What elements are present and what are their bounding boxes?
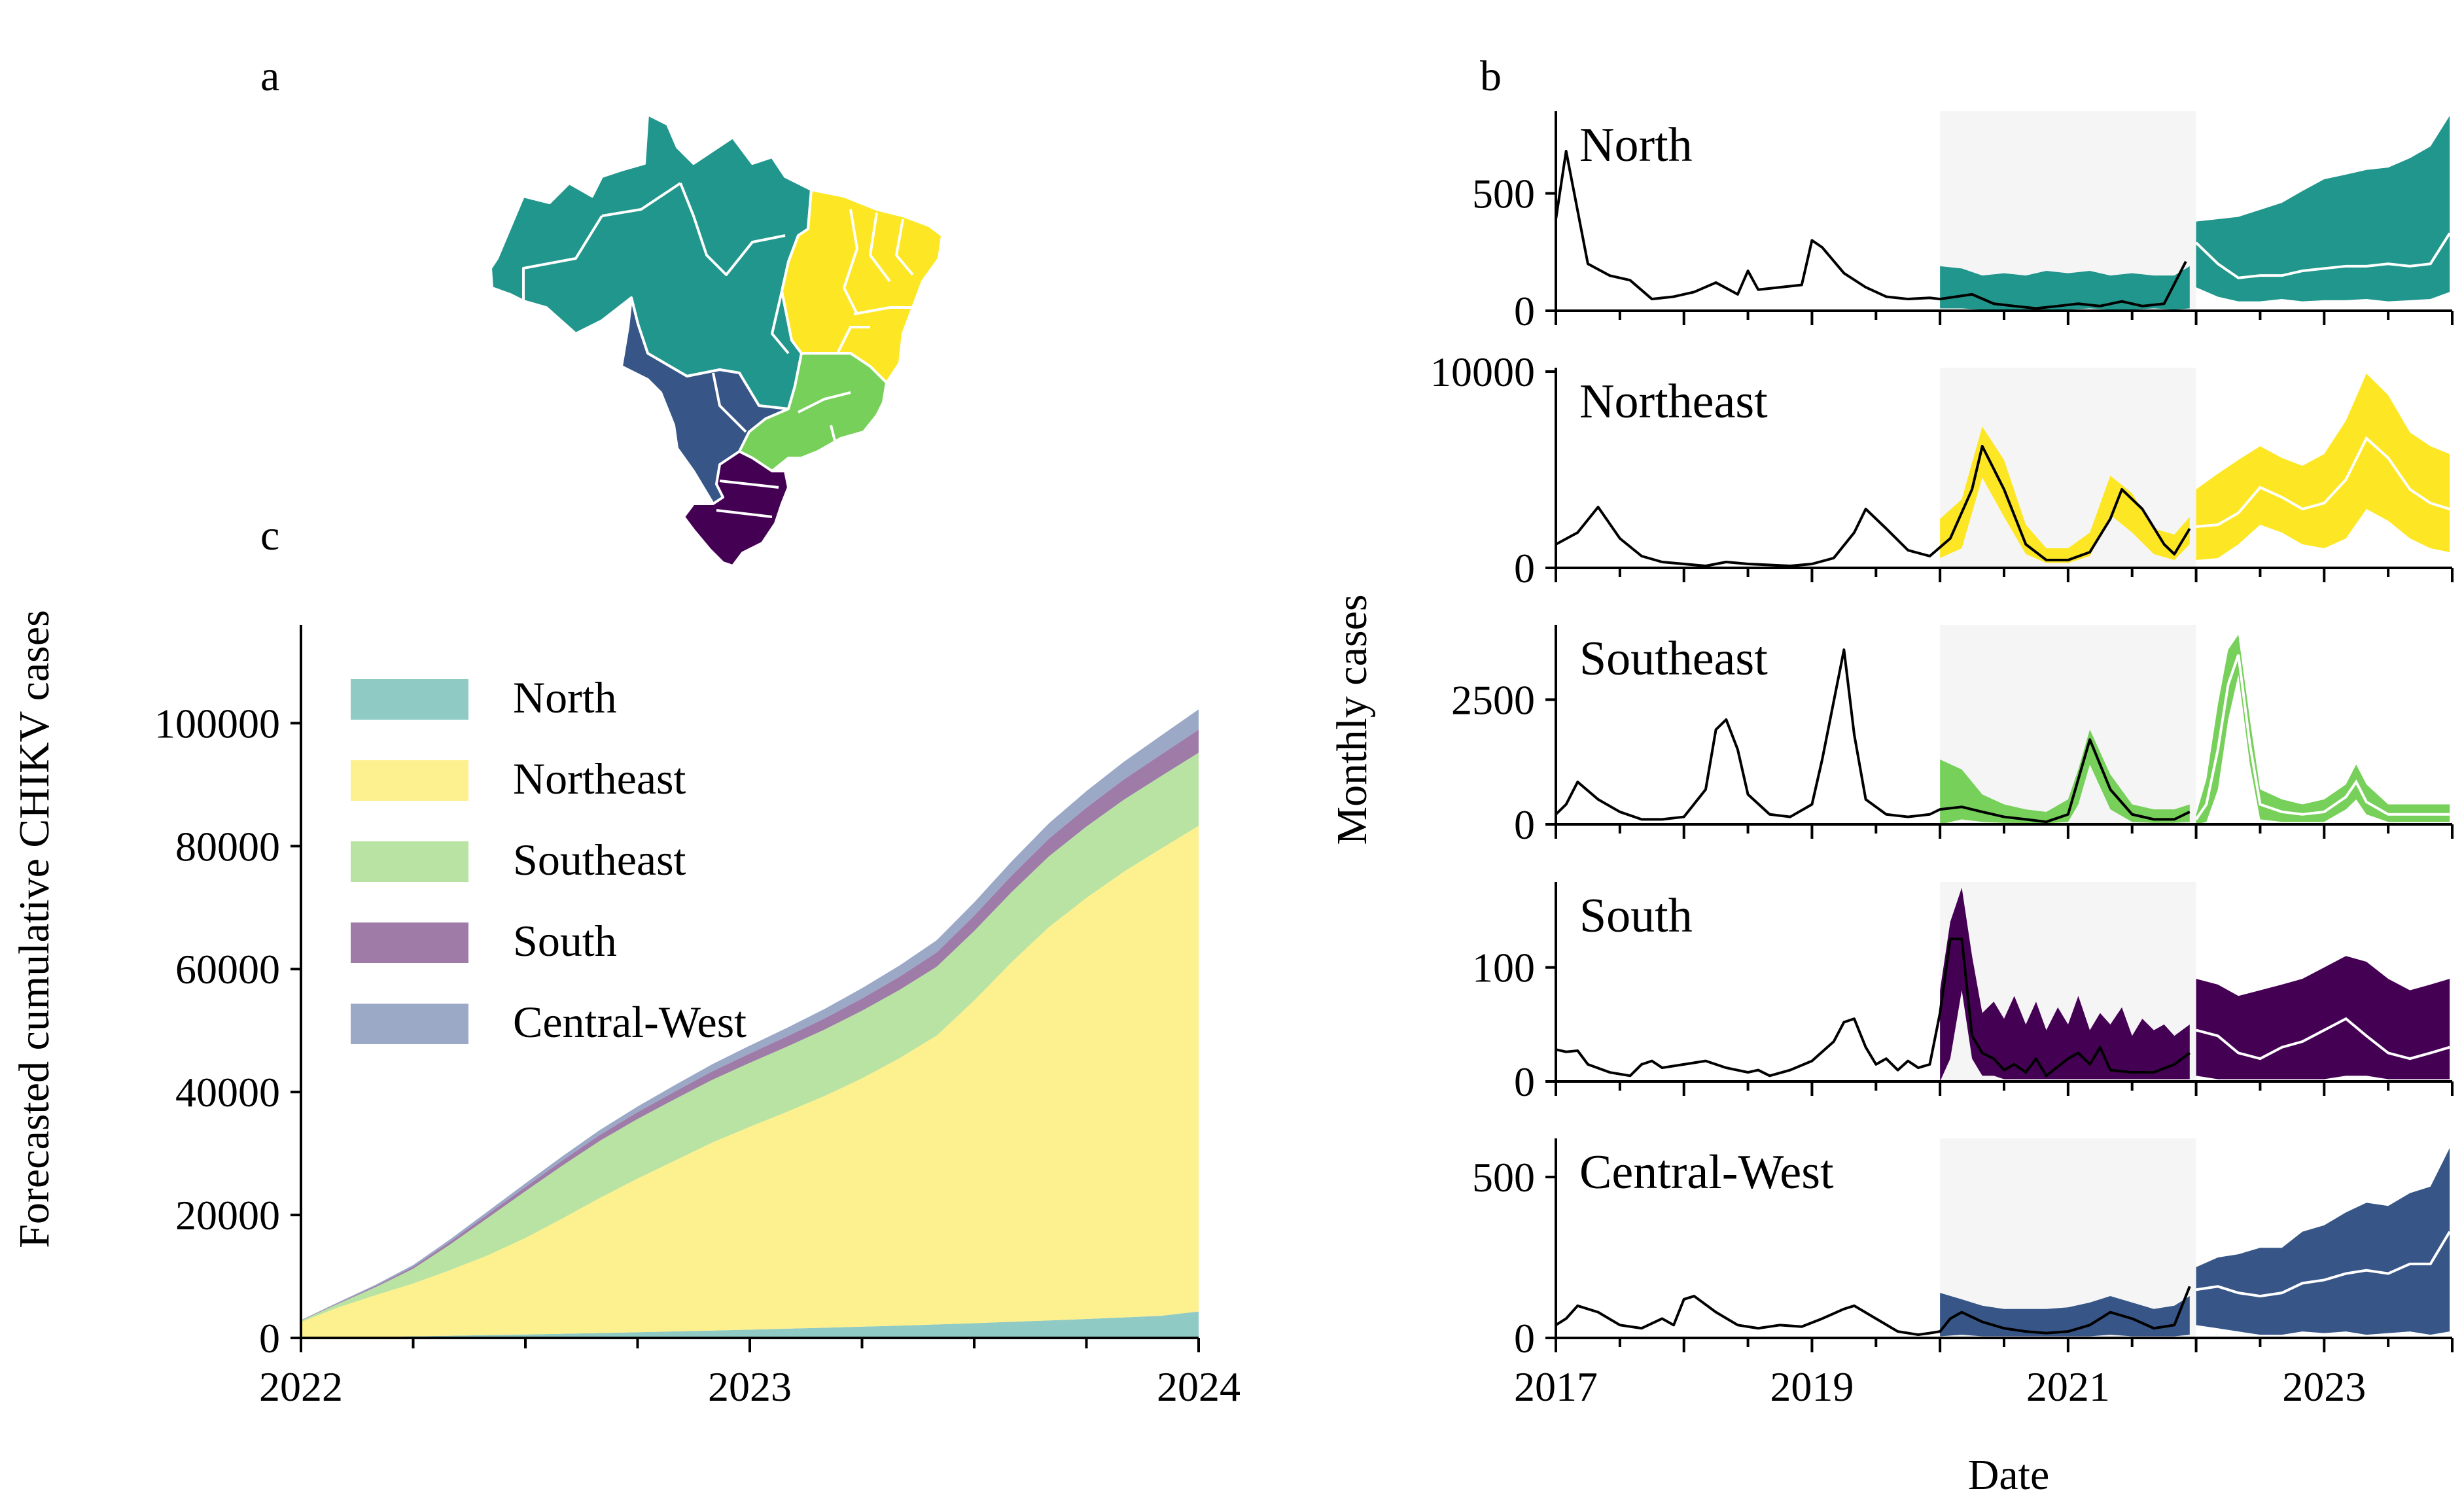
monthly-panel-south: 0 100 South	[1472, 882, 2454, 1105]
forecast-band-future	[2196, 116, 2450, 302]
panel-letter-a: a	[260, 52, 279, 100]
cumulative-y-tick-label: 40000	[175, 1069, 280, 1115]
observed-line	[1555, 150, 2187, 310]
observed-line	[1555, 648, 2191, 824]
monthly-panel-title: Central-West	[1579, 1146, 1834, 1199]
cumulative-y-tick-label: 0	[259, 1315, 280, 1361]
monthly-panel-central-west: 0 500 Central-West	[1472, 1138, 2454, 1361]
forecast-band-test	[1940, 729, 2190, 824]
legend-swatch-central-west	[351, 1004, 468, 1044]
forecast-band-future	[2196, 1148, 2450, 1335]
monthly-y-tick-label: 500	[1472, 171, 1535, 217]
monthly-x-tick-label: 2017	[1514, 1363, 1598, 1410]
cumulative-y-tick-label: 60000	[175, 946, 280, 992]
forecast-median-line	[2196, 436, 2450, 528]
map-region-southeast	[738, 352, 888, 472]
cumulative-y-tick-label: 80000	[175, 823, 280, 869]
forecast-band-future	[2196, 374, 2450, 560]
legend-swatch-south	[351, 922, 468, 963]
monthly-y-tick-label: 0	[1514, 1315, 1535, 1361]
monthly-panel-southeast: 0 2500 Southeast	[1451, 625, 2454, 848]
monthly-panels: 0 500 North 0 10000 Northeast 0 2500 Southeast 0 1…	[1430, 111, 2454, 1410]
legend-swatch-southeast	[351, 841, 468, 882]
legend-label-south: South	[513, 916, 617, 966]
cumulative-ylabel: Forecasted cumulative CHIKV cases	[10, 610, 58, 1248]
forecast-median-line	[2196, 1231, 2451, 1298]
monthly-y-tick-label: 10000	[1430, 349, 1535, 395]
monthly-panel-title: Southeast	[1579, 632, 1768, 686]
legend-swatch-north	[351, 679, 468, 720]
area-north	[301, 1311, 1199, 1338]
test-period-shade	[1940, 1138, 2196, 1338]
observed-line	[1555, 938, 2191, 1078]
forecast-band-test	[1940, 266, 2190, 310]
cumulative-legend: North Northeast Southeast South Central-West	[351, 673, 747, 1047]
cumulative-x-tick-label: 2023	[708, 1363, 792, 1410]
legend-swatch-northeast	[351, 760, 468, 801]
forecast-band-future	[2196, 956, 2450, 1080]
monthly-panel-northeast: 0 10000 Northeast	[1430, 349, 2454, 591]
panel-letter-c: c	[260, 512, 279, 559]
observed-line	[1555, 445, 2191, 567]
monthly-panel-title: South	[1579, 889, 1693, 943]
monthly-y-tick-label: 0	[1514, 545, 1535, 591]
forecast-band-test	[1940, 887, 2190, 1081]
brazil-map	[489, 113, 943, 567]
cumulative-x-tick-label: 2024	[1157, 1363, 1241, 1410]
cumulative-areas	[301, 709, 1199, 1338]
observed-line	[1555, 1286, 2191, 1337]
map-state-borders	[522, 182, 914, 518]
area-northeast	[301, 826, 1199, 1338]
monthly-x-tick-label: 2023	[2282, 1363, 2366, 1410]
test-period-shade	[1940, 625, 2196, 824]
monthly-panel-title: North	[1579, 118, 1693, 172]
monthly-x-tick-label: 2021	[2026, 1363, 2110, 1410]
forecast-band-test	[1940, 1293, 2190, 1337]
forecast-median-line	[2196, 1017, 2450, 1061]
monthly-y-tick-label: 0	[1514, 801, 1535, 848]
cumulative-y-tick-label: 100000	[154, 700, 280, 746]
cumulative-axes: 0 20000 40000 60000 80000 100000 2022 2023 2024	[154, 625, 1241, 1410]
monthly-x-tick-label: 2019	[1770, 1363, 1854, 1410]
forecast-band-test	[1940, 427, 2190, 563]
legend-label-southeast: Southeast	[513, 835, 686, 885]
panel-letter-b: b	[1480, 52, 1502, 100]
monthly-panel-north: 0 500 North	[1472, 111, 2454, 334]
monthly-y-tick-label: 500	[1472, 1154, 1535, 1201]
forecast-median-line	[2195, 232, 2451, 279]
cumulative-x-tick-label: 2022	[259, 1363, 343, 1410]
monthly-ylabel: Monthly cases	[1328, 594, 1376, 845]
legend-label-central-west: Central-West	[513, 997, 747, 1047]
legend-label-north: North	[513, 673, 617, 722]
monthly-y-tick-label: 0	[1514, 1059, 1535, 1105]
monthly-y-tick-label: 0	[1514, 288, 1535, 334]
monthly-panel-title: Northeast	[1579, 375, 1768, 429]
monthly-y-tick-label: 100	[1472, 945, 1535, 991]
monthly-xlabel: Date	[1968, 1451, 2050, 1499]
forecast-median-line	[2194, 654, 2450, 820]
monthly-y-tick-label: 2500	[1451, 676, 1535, 723]
map-region-south	[682, 450, 790, 567]
legend-label-northeast: Northeast	[513, 754, 686, 803]
cumulative-y-tick-label: 20000	[175, 1192, 280, 1238]
